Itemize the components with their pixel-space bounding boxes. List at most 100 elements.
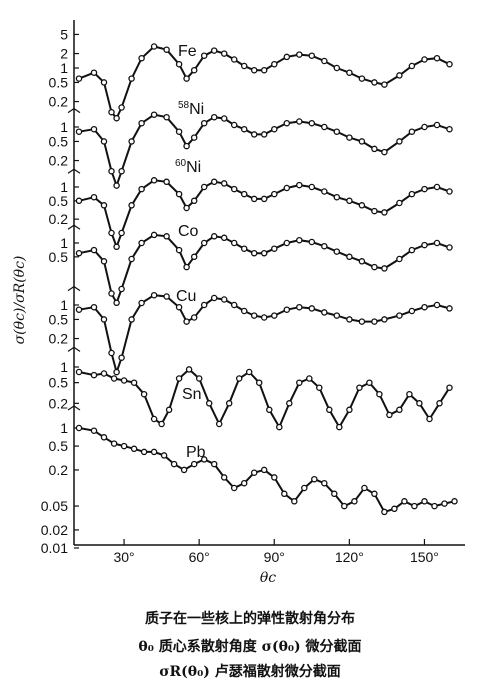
data-point xyxy=(433,301,441,309)
series-Sn: Sn xyxy=(75,366,453,431)
data-point xyxy=(108,229,115,237)
data-point xyxy=(190,66,198,74)
data-point xyxy=(283,53,291,61)
data-point xyxy=(358,138,366,145)
axis-break xyxy=(67,285,81,292)
data-point xyxy=(108,349,115,357)
data-point xyxy=(138,54,145,62)
data-point xyxy=(316,384,323,391)
data-point xyxy=(250,131,258,138)
data-point xyxy=(183,142,190,150)
y-tick-label: 0.2 xyxy=(49,153,69,169)
data-point xyxy=(175,375,183,382)
data-point xyxy=(75,197,83,205)
data-point xyxy=(271,312,278,319)
data-point xyxy=(286,400,293,407)
data-point xyxy=(451,498,458,505)
y-tick-label: 0.2 xyxy=(49,462,69,478)
data-point xyxy=(321,188,328,195)
data-point xyxy=(381,265,388,272)
data-point xyxy=(138,119,145,127)
series-Fe: Fe xyxy=(75,43,453,122)
data-point xyxy=(183,204,190,212)
series-58Ni: 58Ni xyxy=(75,100,453,189)
data-point xyxy=(401,498,408,505)
x-tick-label: 150° xyxy=(410,549,439,565)
data-point xyxy=(163,293,170,300)
data-point xyxy=(356,384,363,391)
data-point xyxy=(431,502,438,510)
data-point xyxy=(100,138,108,145)
data-point xyxy=(396,199,403,207)
data-point xyxy=(165,406,173,414)
data-point xyxy=(396,406,403,414)
data-point xyxy=(408,190,416,198)
data-point xyxy=(200,456,208,463)
data-point xyxy=(333,193,341,201)
data-point xyxy=(358,202,366,209)
data-point xyxy=(446,60,453,68)
series-line xyxy=(78,113,450,189)
data-point xyxy=(150,231,158,239)
series-label: 60Ni xyxy=(175,158,201,176)
data-point xyxy=(118,104,125,111)
series-label: Cu xyxy=(176,288,196,305)
y-tick-label: 1 xyxy=(60,420,68,436)
data-point xyxy=(190,460,198,468)
data-point xyxy=(391,505,398,513)
data-point xyxy=(346,316,353,323)
data-point xyxy=(376,390,383,398)
data-point xyxy=(160,452,168,459)
data-point xyxy=(321,123,328,131)
data-point xyxy=(175,190,183,198)
data-point xyxy=(408,128,416,135)
series-label: Pb xyxy=(186,444,206,461)
data-point xyxy=(358,258,366,265)
data-point xyxy=(283,239,291,247)
series-Cu: Cu xyxy=(75,288,453,376)
data-point xyxy=(271,474,278,481)
data-point xyxy=(331,490,338,498)
data-point xyxy=(296,303,303,311)
data-point xyxy=(321,242,328,250)
data-point xyxy=(308,119,316,127)
data-point xyxy=(75,424,83,432)
series-Pb: Pb xyxy=(75,424,458,516)
axis-break xyxy=(67,346,81,352)
data-point xyxy=(128,202,135,209)
data-point xyxy=(113,368,120,376)
caption-line-3: σR(θ₀) 卢瑟福散射微分截面 xyxy=(159,664,341,680)
data-point xyxy=(426,415,433,423)
data-point xyxy=(371,79,378,86)
data-point xyxy=(361,484,368,492)
data-point xyxy=(341,502,348,510)
data-point xyxy=(250,249,258,257)
data-point xyxy=(90,427,98,434)
data-point xyxy=(108,108,115,116)
data-point xyxy=(283,119,291,127)
data-point xyxy=(170,460,178,468)
data-point xyxy=(291,498,298,505)
y-tick-label: 1 xyxy=(60,179,68,195)
data-point xyxy=(306,375,313,382)
data-point xyxy=(150,43,158,50)
data-point xyxy=(308,52,316,59)
x-axis-title: θc xyxy=(260,570,276,586)
data-point xyxy=(118,354,125,361)
data-point xyxy=(333,248,341,255)
data-point xyxy=(190,134,198,141)
data-point xyxy=(150,415,158,423)
data-point xyxy=(90,246,98,254)
data-point xyxy=(163,113,170,121)
data-point xyxy=(90,193,98,201)
data-point xyxy=(346,69,353,76)
data-point xyxy=(113,114,120,122)
data-point xyxy=(200,239,208,247)
data-point xyxy=(90,125,98,133)
y-tick-label: 0.5 xyxy=(49,74,69,90)
data-point xyxy=(138,299,145,307)
y-tick-label: 0.2 xyxy=(49,94,69,110)
data-point xyxy=(158,420,165,428)
series-line xyxy=(78,294,450,376)
data-point xyxy=(108,167,115,175)
